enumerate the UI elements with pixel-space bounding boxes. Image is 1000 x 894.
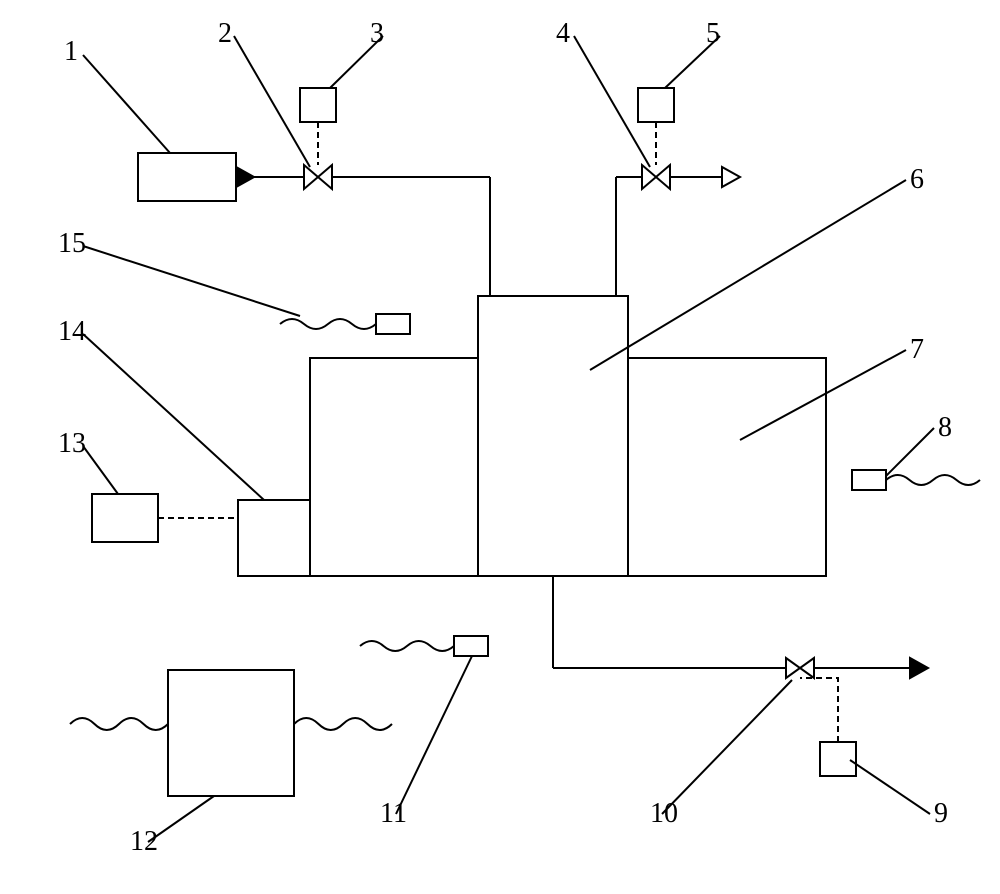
sensor-11 [454, 636, 488, 656]
label-1: 1 [64, 36, 78, 68]
box-13 [92, 494, 158, 542]
dash-d_9_to_10 [800, 678, 838, 742]
valve-4 [642, 165, 670, 189]
label-14: 14 [58, 316, 86, 348]
wire-w8 [886, 475, 980, 485]
label-9: 9 [934, 798, 948, 830]
label-8: 8 [938, 412, 952, 444]
leader-L6 [590, 180, 906, 370]
box-1 [138, 153, 236, 201]
box-9 [820, 742, 856, 776]
diagram-svg [0, 0, 1000, 894]
label-7: 7 [910, 334, 924, 366]
leader-L2 [234, 36, 310, 167]
sensor-8 [852, 470, 886, 490]
label-11: 11 [380, 798, 407, 830]
sensor-15 [376, 314, 410, 334]
box-6 [478, 296, 628, 576]
leader-L14 [83, 334, 264, 500]
valve-10 [786, 658, 814, 678]
valve-2 [304, 165, 332, 189]
wire-w12L [70, 718, 168, 730]
label-6: 6 [910, 164, 924, 196]
leader-L7 [740, 350, 906, 440]
label-10: 10 [650, 798, 678, 830]
wire-w15 [280, 319, 376, 329]
leader-L8 [886, 428, 934, 476]
wire-w11 [360, 641, 454, 651]
leader-L11 [396, 656, 472, 814]
leader-L13 [83, 446, 118, 494]
box-14 [238, 500, 310, 576]
arrow-outlet-4 [722, 167, 740, 187]
arrow-outlet-10 [910, 658, 928, 678]
leader-L1 [83, 55, 170, 153]
label-4: 4 [556, 18, 570, 50]
leader-L10 [662, 680, 792, 814]
box-12 [168, 670, 294, 796]
label-13: 13 [58, 428, 86, 460]
leader-L9 [850, 760, 930, 814]
box-3 [300, 88, 336, 122]
label-2: 2 [218, 18, 232, 50]
arrow-pump-out [236, 167, 254, 187]
leader-L15 [83, 246, 300, 316]
label-3: 3 [370, 18, 384, 50]
label-15: 15 [58, 228, 86, 260]
label-12: 12 [130, 826, 158, 858]
wire-w12R [294, 718, 392, 730]
box-5 [638, 88, 674, 122]
label-5: 5 [706, 18, 720, 50]
